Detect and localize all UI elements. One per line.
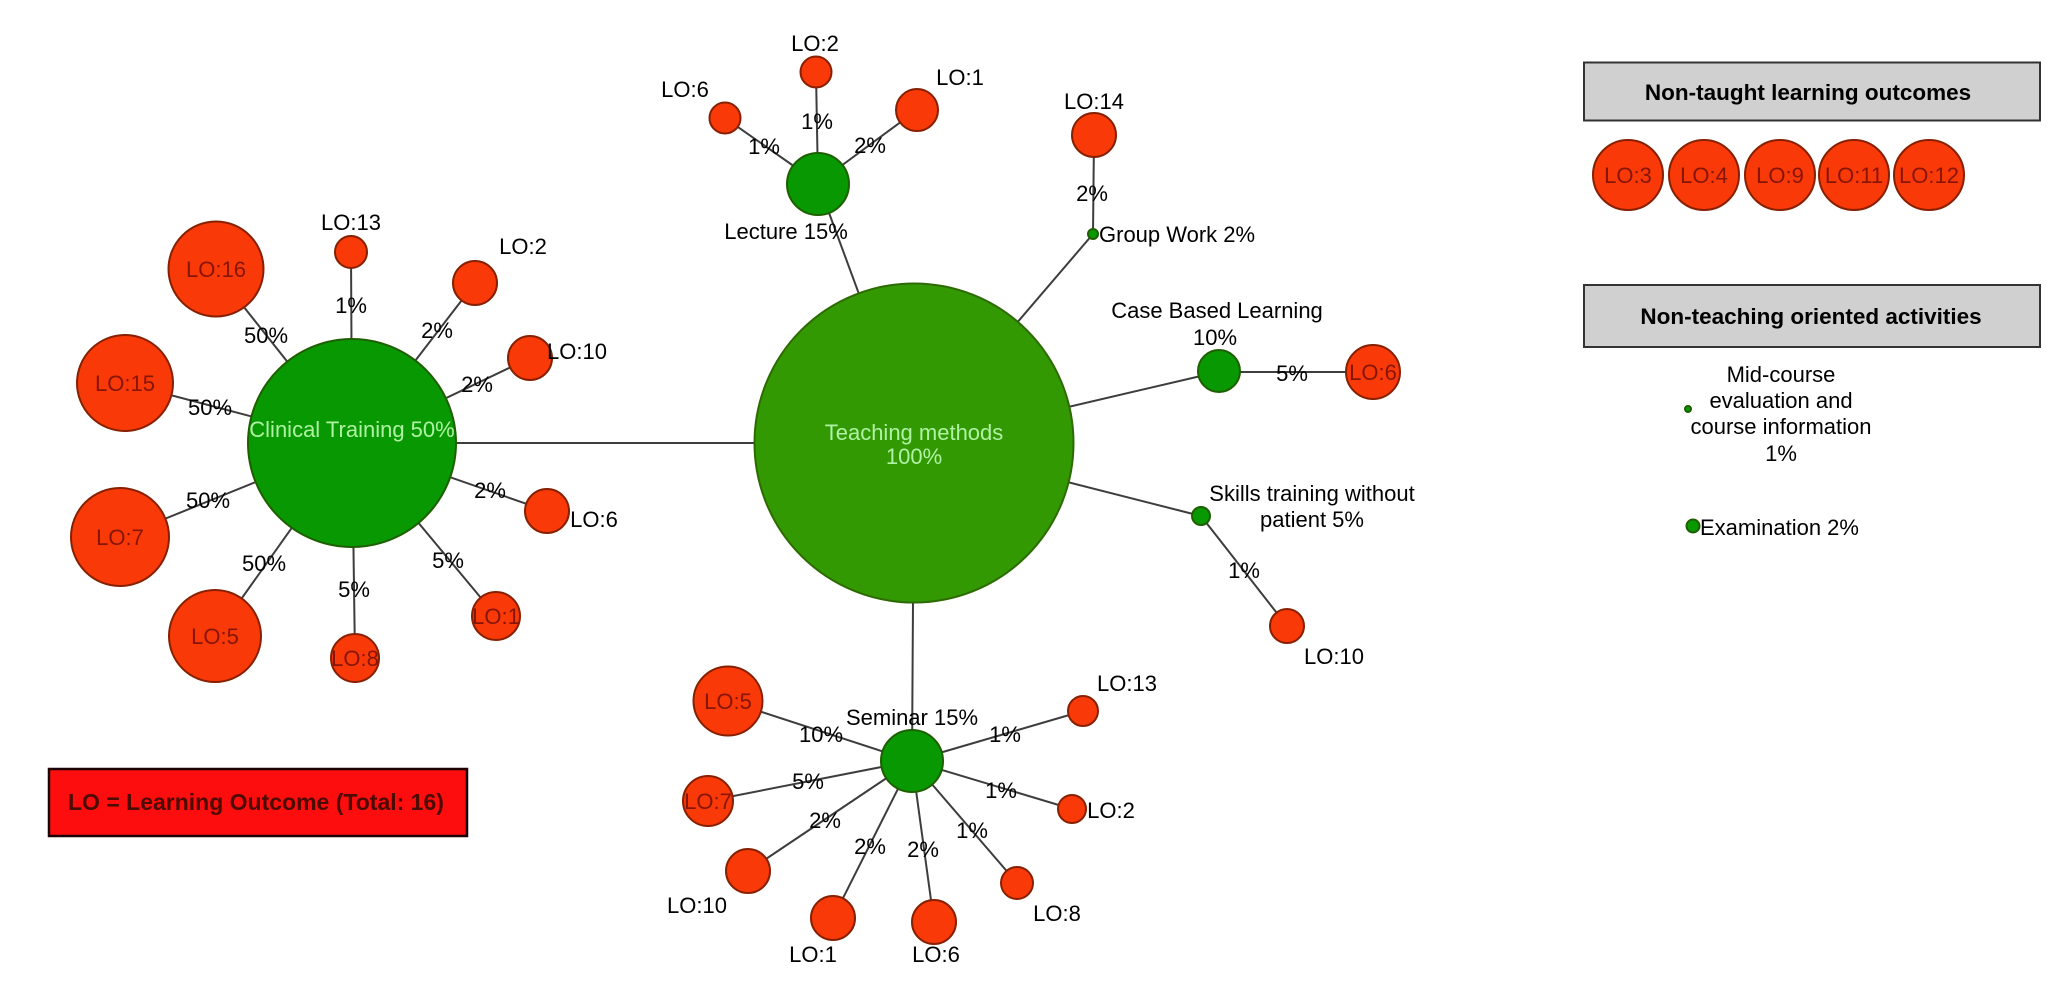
svg-text:LO:6: LO:6 xyxy=(570,507,618,532)
svg-text:LO:10: LO:10 xyxy=(547,339,607,364)
svg-text:5%: 5% xyxy=(1276,361,1308,386)
svg-text:LO:13: LO:13 xyxy=(321,210,381,235)
svg-text:2%: 2% xyxy=(1076,181,1108,206)
svg-text:LO:13: LO:13 xyxy=(1097,671,1157,696)
svg-text:1%: 1% xyxy=(956,818,988,843)
svg-text:LO:1: LO:1 xyxy=(789,942,837,967)
svg-text:LO:8: LO:8 xyxy=(331,646,379,671)
svg-text:5%: 5% xyxy=(432,548,464,573)
svg-text:LO:5: LO:5 xyxy=(191,624,239,649)
svg-text:LO:1: LO:1 xyxy=(472,604,520,629)
svg-text:1%: 1% xyxy=(748,134,780,159)
svg-text:LO:9: LO:9 xyxy=(1756,163,1804,188)
svg-text:Non-teaching oriented activiti: Non-teaching oriented activities xyxy=(1640,304,1981,329)
svg-text:1%: 1% xyxy=(335,293,367,318)
svg-text:5%: 5% xyxy=(792,769,824,794)
svg-text:2%: 2% xyxy=(461,372,493,397)
svg-text:Case Based Learning: Case Based Learning xyxy=(1111,298,1323,323)
svg-text:LO:11: LO:11 xyxy=(1825,163,1883,188)
svg-text:Mid-course: Mid-course xyxy=(1727,362,1836,387)
svg-text:1%: 1% xyxy=(801,109,833,134)
svg-text:Clinical Training 50%: Clinical Training 50% xyxy=(249,417,454,442)
svg-text:LO:12: LO:12 xyxy=(1899,163,1959,188)
svg-text:LO:10: LO:10 xyxy=(1304,644,1364,669)
svg-text:10%: 10% xyxy=(799,722,843,747)
svg-text:50%: 50% xyxy=(188,395,232,420)
svg-text:LO:10: LO:10 xyxy=(667,893,727,918)
svg-text:2%: 2% xyxy=(809,808,841,833)
svg-text:1%: 1% xyxy=(1765,441,1797,466)
svg-text:LO:6: LO:6 xyxy=(661,77,709,102)
svg-text:LO:8: LO:8 xyxy=(1033,901,1081,926)
svg-text:LO:7: LO:7 xyxy=(96,525,144,550)
svg-text:Skills training without: Skills training without xyxy=(1209,481,1414,506)
svg-text:LO:2: LO:2 xyxy=(1087,798,1135,823)
svg-text:LO:2: LO:2 xyxy=(791,31,839,56)
svg-text:50%: 50% xyxy=(244,323,288,348)
svg-text:5%: 5% xyxy=(338,577,370,602)
svg-text:LO:5: LO:5 xyxy=(704,689,752,714)
svg-text:evaluation and: evaluation and xyxy=(1709,388,1852,413)
svg-text:LO:1: LO:1 xyxy=(936,65,984,90)
svg-text:LO = Learning Outcome (Total:: LO = Learning Outcome (Total: 16) xyxy=(68,789,444,815)
svg-text:Group Work 2%: Group Work 2% xyxy=(1099,222,1255,247)
svg-text:2%: 2% xyxy=(474,478,506,503)
svg-text:Seminar 15%: Seminar 15% xyxy=(846,705,978,730)
svg-text:2%: 2% xyxy=(421,318,453,343)
svg-text:LO:7: LO:7 xyxy=(684,789,732,814)
svg-text:Non-taught learning outcomes: Non-taught learning outcomes xyxy=(1645,80,1971,105)
svg-text:1%: 1% xyxy=(985,778,1017,803)
svg-text:Teaching methods: Teaching methods xyxy=(825,420,1004,445)
svg-text:LO:4: LO:4 xyxy=(1680,163,1728,188)
svg-text:50%: 50% xyxy=(242,551,286,576)
svg-text:LO:3: LO:3 xyxy=(1604,163,1652,188)
svg-text:Lecture 15%: Lecture 15% xyxy=(724,219,848,244)
svg-text:LO:16: LO:16 xyxy=(186,257,246,282)
svg-text:1%: 1% xyxy=(989,722,1021,747)
svg-text:2%: 2% xyxy=(907,837,939,862)
svg-text:LO:15: LO:15 xyxy=(95,371,155,396)
svg-text:2%: 2% xyxy=(854,834,886,859)
svg-text:100%: 100% xyxy=(886,444,942,469)
svg-text:patient 5%: patient 5% xyxy=(1260,507,1364,532)
svg-text:course information: course information xyxy=(1691,414,1872,439)
svg-text:LO:14: LO:14 xyxy=(1064,89,1124,114)
svg-text:LO:2: LO:2 xyxy=(499,234,547,259)
svg-text:Examination 2%: Examination 2% xyxy=(1700,515,1859,540)
svg-text:10%: 10% xyxy=(1193,325,1237,350)
svg-text:50%: 50% xyxy=(186,488,230,513)
svg-text:LO:6: LO:6 xyxy=(1349,360,1397,385)
svg-text:1%: 1% xyxy=(1228,558,1260,583)
svg-text:LO:6: LO:6 xyxy=(912,942,960,967)
svg-text:2%: 2% xyxy=(854,133,886,158)
